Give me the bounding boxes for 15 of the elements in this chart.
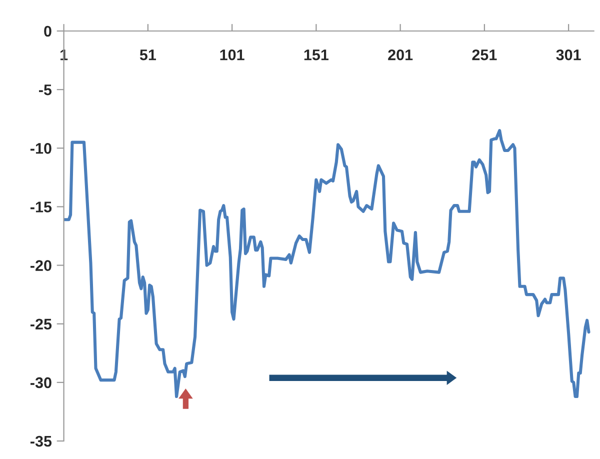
x-tick-label: 101 [220,49,244,60]
x-tick-label: 301 [556,49,581,60]
x-tick-label: 151 [304,50,328,60]
y-tick-label: -15 [30,202,52,212]
y-tick-label: -20 [30,260,52,271]
x-tick-label: 201 [388,49,413,60]
y-tick-label: -25 [30,318,52,330]
line-series [64,129,590,398]
y-tick-label: -10 [30,143,52,154]
x-tick-label: 251 [472,49,497,60]
x-tick-label: 51 [140,50,156,60]
y-tick-label: 0 [44,26,52,37]
y-tick-label: -35 [30,436,52,447]
y-tick-label: -30 [30,377,52,388]
y-tick-label: -5 [39,84,52,96]
